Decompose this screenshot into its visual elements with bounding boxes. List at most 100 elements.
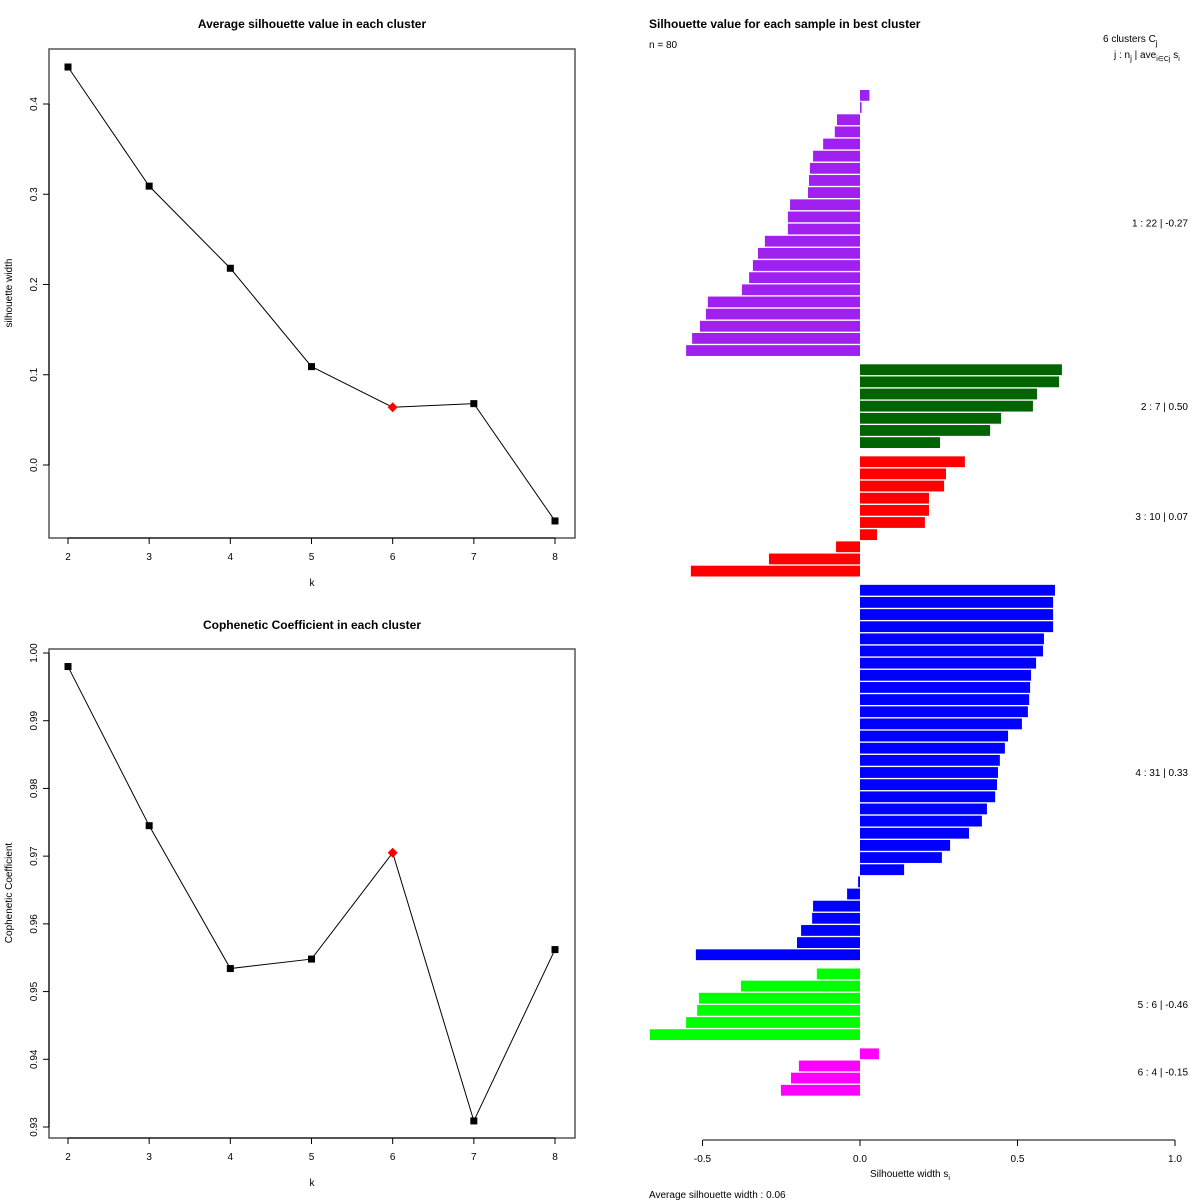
bar-cluster-4	[860, 742, 1005, 754]
legend-subheader-sub: j	[1129, 54, 1132, 63]
x-axis-label-sub: i	[948, 1175, 950, 1182]
y-tick-label: 1.00	[29, 643, 40, 663]
bar-cluster-4	[858, 876, 860, 888]
data-point	[551, 946, 559, 954]
x-tick-label: 2	[65, 552, 71, 563]
y-axis-label: Cophenetic Coefficient	[4, 843, 15, 944]
bar-cluster-4	[860, 609, 1054, 620]
chart-title: Silhouette value for each sample in best…	[649, 17, 921, 31]
bar-cluster-1	[692, 333, 860, 344]
bar-cluster-1	[790, 199, 860, 211]
bar-cluster-3	[860, 529, 878, 541]
y-tick-label: 0.98	[29, 778, 40, 798]
legend-subheader-end-sub: i	[1178, 56, 1180, 63]
bar-cluster-1	[686, 345, 860, 356]
cluster-6-label: 6 : 4 | -0.15	[1138, 1068, 1189, 1079]
x-tick-label: 5	[309, 552, 315, 563]
bar-cluster-4	[860, 657, 1037, 669]
bar-cluster-1	[707, 296, 860, 308]
x-tick-label: 8	[552, 552, 558, 563]
y-axis-label: silhouette width	[4, 259, 15, 328]
x-tick-label: 0.5	[1011, 1154, 1025, 1165]
x-tick-label: 5	[309, 1152, 315, 1163]
bar-cluster-4	[860, 584, 1055, 596]
bar-cluster-3	[690, 565, 860, 577]
bar-cluster-3	[860, 480, 945, 492]
legend-subheader-rest: | ave	[1132, 50, 1157, 61]
bar-cluster-1	[699, 320, 860, 332]
bar-cluster-4	[860, 597, 1054, 608]
x-axis-label: k	[310, 1178, 316, 1189]
bar-cluster-4	[860, 682, 1031, 693]
y-tick-label: 0.4	[29, 97, 40, 111]
bar-cluster-1	[837, 114, 860, 126]
legend-subheader: j : nj | avei∈Cj si	[1113, 50, 1180, 63]
y-tick-label: 0.96	[29, 914, 40, 934]
bar-cluster-1	[834, 126, 860, 138]
x-tick-label: -0.5	[694, 1154, 712, 1165]
bar-cluster-2	[860, 437, 941, 448]
bar-cluster-4	[860, 694, 1030, 705]
y-tick-label: 0.2	[29, 277, 40, 291]
bar-cluster-2	[860, 400, 1033, 412]
cluster-2-label: 2 : 7 | 0.50	[1141, 402, 1189, 413]
bar-cluster-1	[823, 138, 860, 150]
data-point	[145, 822, 153, 830]
bar-cluster-5	[699, 992, 860, 1004]
data-point	[308, 955, 315, 963]
cluster-1-label: 1 : 22 | -0.27	[1132, 219, 1188, 230]
cluster-5-label: 5 : 6 | -0.46	[1138, 1000, 1189, 1011]
highlight-point	[387, 847, 398, 858]
bar-cluster-6	[860, 1048, 879, 1060]
bar-cluster-1	[813, 150, 860, 162]
cluster-3-label: 3 : 10 | 0.07	[1135, 512, 1188, 523]
bar-cluster-4	[860, 718, 1022, 730]
bar-cluster-1	[741, 284, 860, 296]
silhouette-line-chart: Average silhouette value in each cluster…	[4, 17, 576, 589]
bar-cluster-3	[836, 541, 860, 553]
bar-cluster-2	[860, 388, 1038, 400]
data-point	[470, 400, 478, 408]
data-point	[226, 965, 234, 973]
bar-cluster-4	[801, 925, 860, 936]
data-point	[64, 663, 72, 671]
bar-cluster-4	[860, 645, 1044, 657]
bar-cluster-4	[860, 840, 951, 851]
x-tick-label: 7	[471, 552, 477, 563]
x-tick-label: 6	[390, 552, 396, 563]
series-line	[67, 666, 556, 1123]
bar-cluster-4	[860, 621, 1054, 633]
bar-cluster-4	[797, 937, 860, 948]
cluster-4-label: 4 : 31 | 0.33	[1135, 768, 1188, 779]
bar-cluster-4	[860, 669, 1032, 681]
bar-cluster-1	[757, 247, 860, 259]
bar-cluster-4	[860, 767, 998, 778]
y-tick-label: 0.0	[29, 458, 40, 472]
legend-subheader-text: j : n	[1113, 50, 1130, 61]
highlight-point	[387, 402, 398, 413]
bar-cluster-1	[764, 235, 860, 247]
cophenetic-line-chart: Cophenetic Coefficient in each cluster 2…	[4, 618, 576, 1189]
bar-cluster-1	[752, 260, 860, 271]
data-point	[470, 1117, 478, 1125]
bar-cluster-1	[749, 272, 860, 284]
bar-cluster-1	[808, 175, 860, 186]
legend-subheader-sub2: i∈Cj	[1156, 56, 1171, 63]
y-tick-label: 0.97	[29, 846, 40, 866]
legend-header-text: 6 clusters C	[1103, 34, 1156, 45]
x-tick-label: 1.0	[1168, 1154, 1182, 1165]
bar-cluster-2	[860, 376, 1060, 388]
x-tick-label: 3	[146, 552, 152, 563]
legend-subheader-end: s	[1170, 50, 1178, 61]
x-tick-label: 8	[552, 1152, 558, 1163]
bar-cluster-5	[740, 980, 860, 992]
bar-cluster-5	[816, 968, 860, 980]
bar-cluster-4	[860, 730, 1009, 742]
x-tick-label: 2	[65, 1152, 71, 1163]
bar-cluster-6	[780, 1084, 860, 1096]
bar-cluster-4	[860, 815, 982, 827]
y-tick-label: 0.1	[29, 367, 40, 381]
plot-frame	[48, 48, 576, 539]
sample-count: n = 80	[649, 40, 678, 51]
